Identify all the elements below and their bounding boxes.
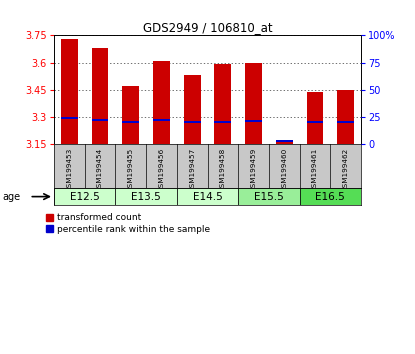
Text: E12.5: E12.5 (70, 192, 100, 202)
Bar (54, 188, 115, 205)
Text: age: age (2, 192, 20, 202)
Bar (122, 86, 139, 144)
Bar (215, 63, 231, 144)
Text: E13.5: E13.5 (131, 192, 161, 202)
Bar (61, 117, 78, 119)
Bar (245, 120, 262, 122)
Bar (307, 121, 323, 123)
Text: GSM199455: GSM199455 (128, 147, 134, 192)
Legend: transformed count, percentile rank within the sample: transformed count, percentile rank withi… (46, 213, 210, 234)
Bar (276, 140, 293, 144)
Bar (115, 188, 177, 205)
Text: GSM199454: GSM199454 (97, 147, 103, 192)
Title: GDS2949 / 106810_at: GDS2949 / 106810_at (143, 21, 272, 34)
Text: GSM199457: GSM199457 (189, 147, 195, 192)
Bar (153, 61, 170, 144)
Text: GSM199462: GSM199462 (343, 147, 349, 192)
Bar (276, 139, 293, 142)
Bar (184, 75, 200, 144)
Bar (307, 92, 323, 144)
Bar (177, 188, 238, 205)
Bar (92, 48, 108, 144)
Text: GSM199460: GSM199460 (281, 147, 287, 192)
Bar (215, 121, 231, 123)
Text: GSM199456: GSM199456 (159, 147, 164, 192)
Bar (337, 90, 354, 144)
Text: GSM199453: GSM199453 (66, 147, 72, 192)
Bar (153, 119, 170, 121)
Bar (337, 121, 354, 123)
Text: GSM199461: GSM199461 (312, 147, 318, 192)
Bar (245, 63, 262, 144)
Text: GSM199459: GSM199459 (251, 147, 256, 192)
Text: GSM199458: GSM199458 (220, 147, 226, 192)
Bar (122, 121, 139, 123)
Text: E14.5: E14.5 (193, 192, 222, 202)
Bar (238, 188, 300, 205)
Bar (61, 39, 78, 144)
Bar (300, 188, 361, 205)
Bar (92, 119, 108, 121)
Text: E16.5: E16.5 (315, 192, 345, 202)
Bar (184, 121, 200, 123)
Text: E15.5: E15.5 (254, 192, 284, 202)
